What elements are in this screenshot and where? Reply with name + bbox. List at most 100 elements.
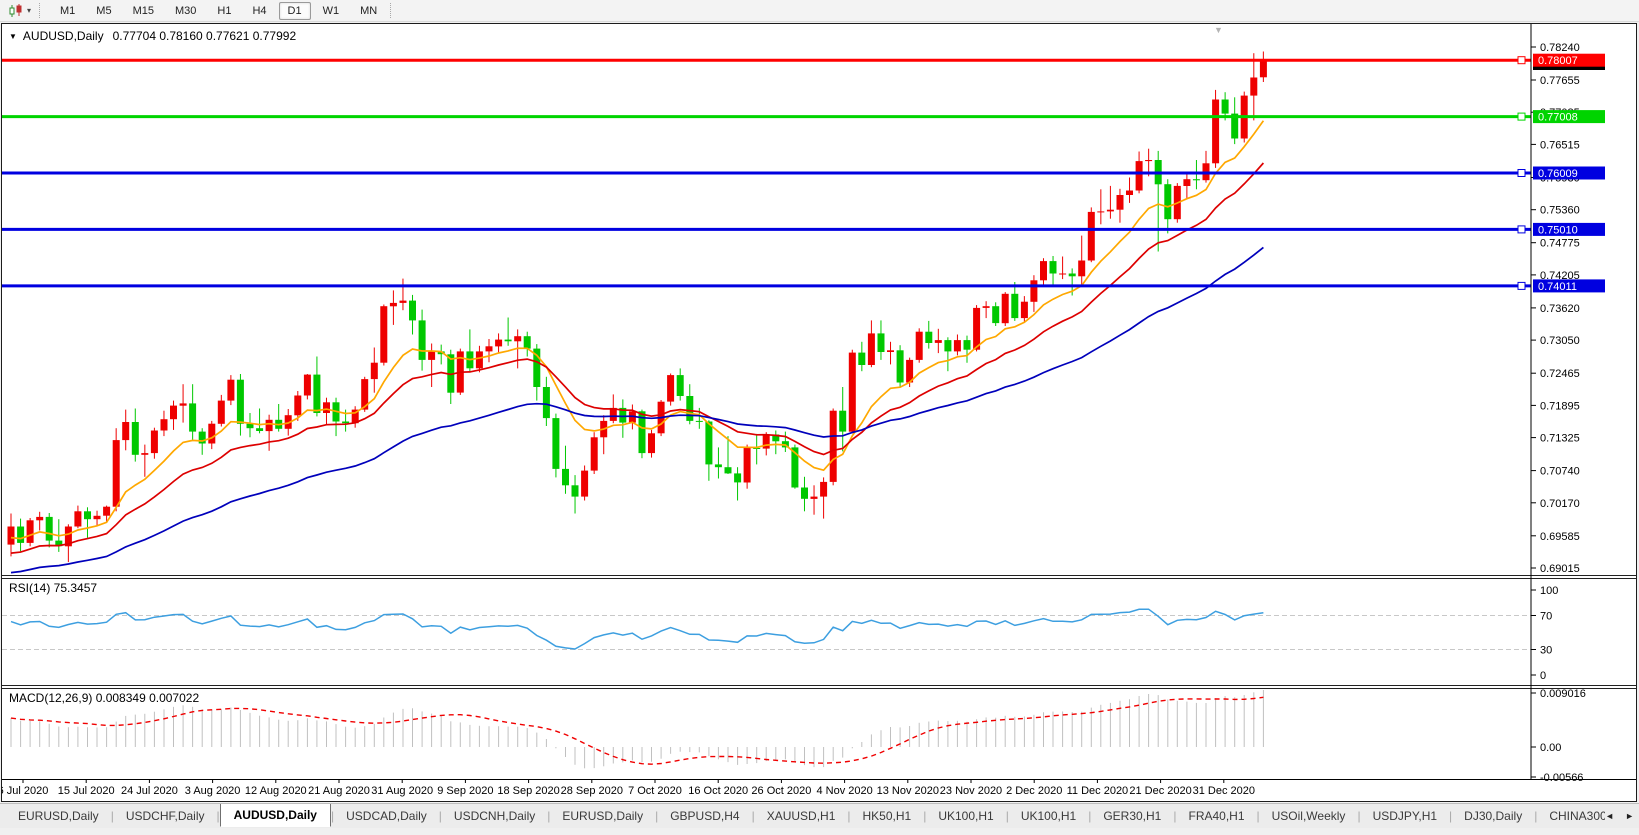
chart-tab-usoil[interactable]: USOil,Weekly [1271, 809, 1346, 823]
timeframe-m30-button[interactable]: M30 [174, 4, 197, 17]
chart-tab-uk100[interactable]: UK100,H1 [938, 809, 994, 823]
svg-text:15 Jul 2020: 15 Jul 2020 [58, 785, 115, 797]
svg-text:0.76515: 0.76515 [1540, 139, 1580, 151]
chart-tab-dj30[interactable]: DJ30,Daily [1464, 809, 1523, 823]
timeframe-h4-button[interactable]: H4 [252, 4, 267, 17]
svg-text:26 Oct 2020: 26 Oct 2020 [751, 785, 811, 797]
timeframe-m5-button[interactable]: M5 [96, 4, 112, 17]
timeframe-m1-button[interactable]: M1 [60, 4, 76, 17]
tab-separator: | [923, 809, 927, 823]
svg-text:0.76009: 0.76009 [1538, 168, 1578, 180]
timeframe-mn-button[interactable]: MN [360, 4, 378, 17]
tab-separator: | [1005, 809, 1009, 823]
tab-separator: | [1256, 809, 1260, 823]
macd-signal-line [10, 696, 1264, 765]
tabs-scroll-right-button[interactable]: ► [1625, 811, 1634, 821]
hline-0.76009[interactable] [2, 169, 1531, 177]
svg-text:31 Dec 2020: 31 Dec 2020 [1193, 785, 1255, 797]
svg-text:70: 70 [1540, 611, 1552, 623]
tabs-scroll-left-button[interactable]: ◄ [1605, 811, 1615, 821]
svg-text:2 Dec 2020: 2 Dec 2020 [1006, 785, 1062, 797]
svg-text:0.009016: 0.009016 [1540, 688, 1586, 700]
price-axis[interactable]: 0.782400.776550.770850.765150.759300.753… [1530, 24, 1586, 784]
chart-tabs: EURUSD,Daily | USDCHF,Daily | AUDUSD,Daily | U… [6, 804, 1605, 828]
tab-separator: | [1088, 809, 1092, 823]
toolbar-grip [390, 3, 396, 18]
chart-tab-usdcnh[interactable]: USDCNH,Daily [453, 809, 536, 823]
svg-text:0.72465: 0.72465 [1540, 368, 1580, 380]
svg-text:0.78240: 0.78240 [1540, 42, 1580, 54]
svg-text:0.69015: 0.69015 [1540, 563, 1580, 575]
chart-tab-xauusd[interactable]: XAUUSD,H1 [766, 809, 836, 823]
toolbar-grip [39, 3, 45, 18]
price-tag-0.74011: 0.74011 [1533, 279, 1605, 293]
svg-text:0.74011: 0.74011 [1538, 281, 1577, 293]
ma-10-line [10, 120, 1265, 540]
ma-50-line [10, 246, 1264, 574]
price-chart-canvas[interactable]: 0.782400.776550.770850.765150.759300.753… [2, 24, 1636, 801]
chart-tab-china300[interactable]: CHINA300,H1 [1549, 809, 1606, 823]
timeframe-d1-button[interactable]: D1 [278, 1, 311, 20]
svg-text:0.73620: 0.73620 [1540, 303, 1580, 315]
time-axis[interactable]: 6 Jul 2020 15 Jul 2020 24 Jul 2020 3 Aug 20… [2, 779, 1636, 798]
svg-text:4 Nov 2020: 4 Nov 2020 [816, 785, 872, 797]
tab-separator: | [216, 809, 220, 823]
chart-tab-usdchf[interactable]: USDCHF,Daily [125, 809, 205, 823]
price-tag-0.76009: 0.76009 [1533, 166, 1605, 180]
chart-tab-hk50[interactable]: HK50,H1 [862, 809, 912, 823]
ohlc-values: 0.77704 0.78160 0.77621 0.77992 [112, 29, 297, 43]
timeframe-h1-button[interactable]: H1 [217, 4, 232, 17]
chart-tab-gbpusd[interactable]: GBPUSD,H4 [670, 809, 740, 823]
chart-shift-marker-icon[interactable]: ▼ [1214, 25, 1223, 35]
svg-text:0.69585: 0.69585 [1540, 531, 1580, 543]
macd-histogram [10, 690, 1264, 769]
svg-text:0.70170: 0.70170 [1540, 498, 1580, 510]
hline-0.77008[interactable] [2, 112, 1531, 121]
svg-text:0.78007: 0.78007 [1538, 55, 1578, 67]
svg-text:28 Sep 2020: 28 Sep 2020 [561, 785, 623, 797]
chevron-down-icon: ▾ [27, 6, 32, 15]
chart-window[interactable]: 0.782400.776550.770850.765150.759300.753… [1, 23, 1637, 802]
tab-separator: | [1534, 809, 1538, 823]
chart-tab-eurusd[interactable]: EURUSD,Daily [18, 809, 99, 823]
svg-text:0.00: 0.00 [1540, 742, 1561, 754]
timeframe-w1-button[interactable]: W1 [322, 4, 340, 17]
collapse-triangle-icon[interactable]: ▼ [9, 32, 17, 41]
chart-tab-audusd[interactable]: AUDUSD,Daily [219, 804, 331, 827]
timeframe-m15-button[interactable]: M15 [132, 4, 154, 17]
hline-0.78007[interactable] [2, 56, 1531, 65]
tab-separator: | [1173, 809, 1177, 823]
tab-separator: | [547, 809, 551, 823]
chart-type-button[interactable]: ▾ [4, 3, 35, 19]
chart-tab-usdjpy[interactable]: USDJPY,H1 [1372, 809, 1438, 823]
svg-text:0.75010: 0.75010 [1538, 224, 1578, 236]
chart-tab-fra40[interactable]: FRA40,H1 [1188, 809, 1245, 823]
svg-text:23 Nov 2020: 23 Nov 2020 [940, 785, 1002, 797]
svg-text:0: 0 [1540, 670, 1546, 682]
svg-text:0.74775: 0.74775 [1540, 238, 1580, 250]
svg-text:21 Aug 2020: 21 Aug 2020 [308, 785, 370, 797]
svg-text:0.77008: 0.77008 [1538, 112, 1578, 124]
chart-tab-uk100[interactable]: UK100,H1 [1020, 809, 1077, 823]
svg-text:24 Jul 2020: 24 Jul 2020 [121, 785, 178, 797]
tab-separator: | [1357, 809, 1361, 823]
svg-text:0.70740: 0.70740 [1540, 466, 1580, 478]
tab-separator: | [438, 809, 442, 823]
symbol-period-label: AUDUSD,Daily [22, 29, 104, 43]
chart-tab-usdcad[interactable]: USDCAD,Daily [346, 809, 427, 823]
chart-tab-eurusd[interactable]: EURUSD,Daily [562, 809, 644, 823]
hline-0.75010[interactable] [2, 225, 1531, 234]
svg-text:0.71895: 0.71895 [1540, 400, 1580, 412]
svg-text:31 Aug 2020: 31 Aug 2020 [371, 785, 433, 797]
svg-text:-0.00566: -0.00566 [1540, 772, 1583, 784]
chart-tab-ger30[interactable]: GER30,H1 [1103, 809, 1162, 823]
candlestick-chart-icon [9, 3, 22, 17]
svg-text:0.71325: 0.71325 [1540, 433, 1580, 445]
svg-text:12 Aug 2020: 12 Aug 2020 [245, 785, 307, 797]
svg-text:0.75360: 0.75360 [1540, 205, 1580, 217]
price-tags: 0.78007 0.77008 0.76009 0.75010 0.74011 [1533, 53, 1605, 293]
svg-text:30: 30 [1540, 645, 1552, 657]
hline-0.74011[interactable] [2, 281, 1531, 290]
rsi-label: RSI(14) 75.3457 [9, 581, 98, 595]
svg-text:18 Sep 2020: 18 Sep 2020 [497, 785, 559, 797]
